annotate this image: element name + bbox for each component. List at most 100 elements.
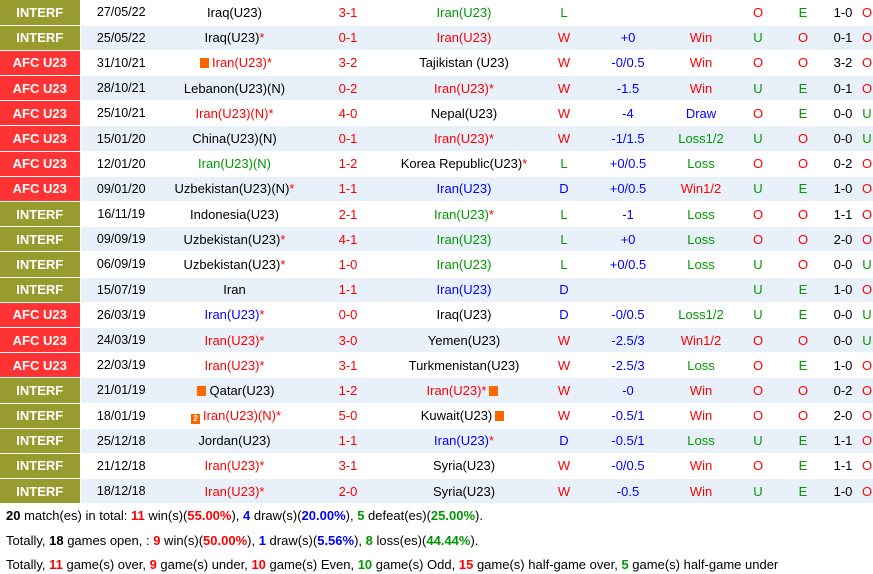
match-score[interactable]: 3-1 <box>307 453 389 480</box>
league-badge[interactable]: INTERF <box>0 25 81 51</box>
league-badge[interactable]: INTERF <box>0 428 81 454</box>
away-team[interactable]: Iran(U23) <box>389 277 539 303</box>
half-over-under: O <box>861 201 873 228</box>
away-team[interactable]: Iran(U23)* <box>389 201 539 228</box>
match-score[interactable]: 1-2 <box>307 151 389 177</box>
away-team[interactable]: Turkmenistan(U23) <box>389 352 539 379</box>
match-score[interactable]: 0-2 <box>307 75 389 102</box>
match-score[interactable]: 1-1 <box>307 176 389 203</box>
league-badge[interactable]: AFC U23 <box>0 352 81 379</box>
handicap <box>589 277 667 303</box>
match-score[interactable]: 3-1 <box>307 0 389 26</box>
league-badge[interactable]: INTERF <box>0 251 81 278</box>
home-team[interactable]: Iraq(U23)* <box>162 25 307 51</box>
over-under: O <box>735 352 781 379</box>
home-team[interactable]: Iran(U23)* <box>162 302 307 328</box>
handicap: -4 <box>589 100 667 127</box>
match-result: L <box>539 201 589 228</box>
match-score[interactable]: 1-1 <box>307 428 389 454</box>
away-team[interactable]: Iraq(U23) <box>389 302 539 328</box>
away-team[interactable]: Iran(U23) <box>389 0 539 26</box>
match-score[interactable]: 2-1 <box>307 201 389 228</box>
away-team[interactable]: Iran(U23)* <box>389 428 539 454</box>
away-team[interactable]: Iran(U23) <box>389 176 539 203</box>
handicap-result: Loss1/2 <box>667 302 735 328</box>
handicap: +0 <box>589 25 667 51</box>
league-badge[interactable]: AFC U23 <box>0 302 81 328</box>
home-team[interactable]: Iran(U23)* <box>162 50 307 77</box>
league-badge[interactable]: INTERF <box>0 478 81 505</box>
league-badge[interactable]: INTERF <box>0 453 81 480</box>
away-team[interactable]: Iran(U23) <box>389 251 539 278</box>
match-score[interactable]: 4-0 <box>307 100 389 127</box>
handicap: -0/0.5 <box>589 302 667 328</box>
away-team[interactable]: Syria(U23) <box>389 478 539 505</box>
league-badge[interactable]: INTERF <box>0 226 81 253</box>
home-team[interactable]: Iran(U23)* <box>162 478 307 505</box>
away-team[interactable]: Syria(U23) <box>389 453 539 480</box>
over-under: U <box>735 125 781 152</box>
home-team[interactable]: Lebanon(U23)(N) <box>162 75 307 102</box>
match-score[interactable]: 0-1 <box>307 25 389 51</box>
table-row: INTERF 21/12/18 Iran(U23)* 3-1 Syria(U23… <box>0 453 873 480</box>
home-team[interactable]: Jordan(U23) <box>162 428 307 454</box>
home-team[interactable]: Uzbekistan(U23)* <box>162 251 307 278</box>
league-badge[interactable]: INTERF <box>0 377 81 404</box>
league-badge[interactable]: AFC U23 <box>0 75 81 102</box>
home-team[interactable]: Iran(U23)* <box>162 453 307 480</box>
league-badge[interactable]: AFC U23 <box>0 151 81 177</box>
match-score[interactable]: 1-1 <box>307 277 389 303</box>
home-team[interactable]: Indonesia(U23) <box>162 201 307 228</box>
league-badge[interactable]: INTERF <box>0 0 81 26</box>
match-score[interactable]: 3-1 <box>307 352 389 379</box>
league-badge[interactable]: INTERF <box>0 277 81 303</box>
match-score[interactable]: 3-0 <box>307 327 389 354</box>
home-team[interactable]: Iran <box>162 277 307 303</box>
match-date: 27/05/22 <box>80 0 162 26</box>
league-badge[interactable]: AFC U23 <box>0 100 81 127</box>
match-date: 26/03/19 <box>80 302 162 328</box>
match-history-table: INTERF 27/05/22 Iraq(U23) 3-1 Iran(U23) … <box>0 0 873 505</box>
odd-even: E <box>781 176 825 203</box>
away-team[interactable]: Tajikistan (U23) <box>389 50 539 77</box>
league-badge[interactable]: INTERF <box>0 403 81 429</box>
half-over-under: O <box>861 151 873 177</box>
home-team[interactable]: Iran(U23)* <box>162 352 307 379</box>
league-badge[interactable]: AFC U23 <box>0 125 81 152</box>
away-team[interactable]: Nepal(U23) <box>389 100 539 127</box>
half-over-under: U <box>861 302 873 328</box>
match-score[interactable]: 0-0 <box>307 302 389 328</box>
handicap-result: Loss <box>667 201 735 228</box>
table-row: AFC U23 24/03/19 Iran(U23)* 3-0 Yemen(U2… <box>0 327 873 354</box>
home-team[interactable]: Uzbekistan(U23)* <box>162 226 307 253</box>
home-team[interactable]: 2 Iran(U23)(N)* <box>162 403 307 429</box>
match-score[interactable]: 2-0 <box>307 478 389 505</box>
league-badge[interactable]: AFC U23 <box>0 50 81 77</box>
league-badge[interactable]: AFC U23 <box>0 176 81 203</box>
league-badge[interactable]: AFC U23 <box>0 327 81 354</box>
home-team[interactable]: Uzbekistan(U23)(N)* <box>162 176 307 203</box>
match-score[interactable]: 5-0 <box>307 403 389 429</box>
match-score[interactable]: 1-0 <box>307 251 389 278</box>
home-team[interactable]: Iran(U23)* <box>162 327 307 354</box>
away-team[interactable]: Iran(U23)* <box>389 377 539 404</box>
over-under: O <box>735 403 781 429</box>
match-score[interactable]: 3-2 <box>307 50 389 77</box>
match-score[interactable]: 1-2 <box>307 377 389 404</box>
away-team[interactable]: Yemen(U23) <box>389 327 539 354</box>
handicap-result: Win <box>667 453 735 480</box>
home-team[interactable]: Qatar(U23) <box>162 377 307 404</box>
match-score[interactable]: 4-1 <box>307 226 389 253</box>
home-team[interactable]: Iraq(U23) <box>162 0 307 26</box>
home-team[interactable]: China(U23)(N) <box>162 125 307 152</box>
home-team[interactable]: Iran(U23)(N) <box>162 151 307 177</box>
home-team[interactable]: Iran(U23)(N)* <box>162 100 307 127</box>
away-team[interactable]: Iran(U23) <box>389 226 539 253</box>
away-team[interactable]: Kuwait(U23) <box>389 403 539 429</box>
away-team[interactable]: Iran(U23)* <box>389 75 539 102</box>
match-score[interactable]: 0-1 <box>307 125 389 152</box>
away-team[interactable]: Korea Republic(U23)* <box>389 151 539 177</box>
away-team[interactable]: Iran(U23) <box>389 25 539 51</box>
league-badge[interactable]: INTERF <box>0 201 81 228</box>
away-team[interactable]: Iran(U23)* <box>389 125 539 152</box>
